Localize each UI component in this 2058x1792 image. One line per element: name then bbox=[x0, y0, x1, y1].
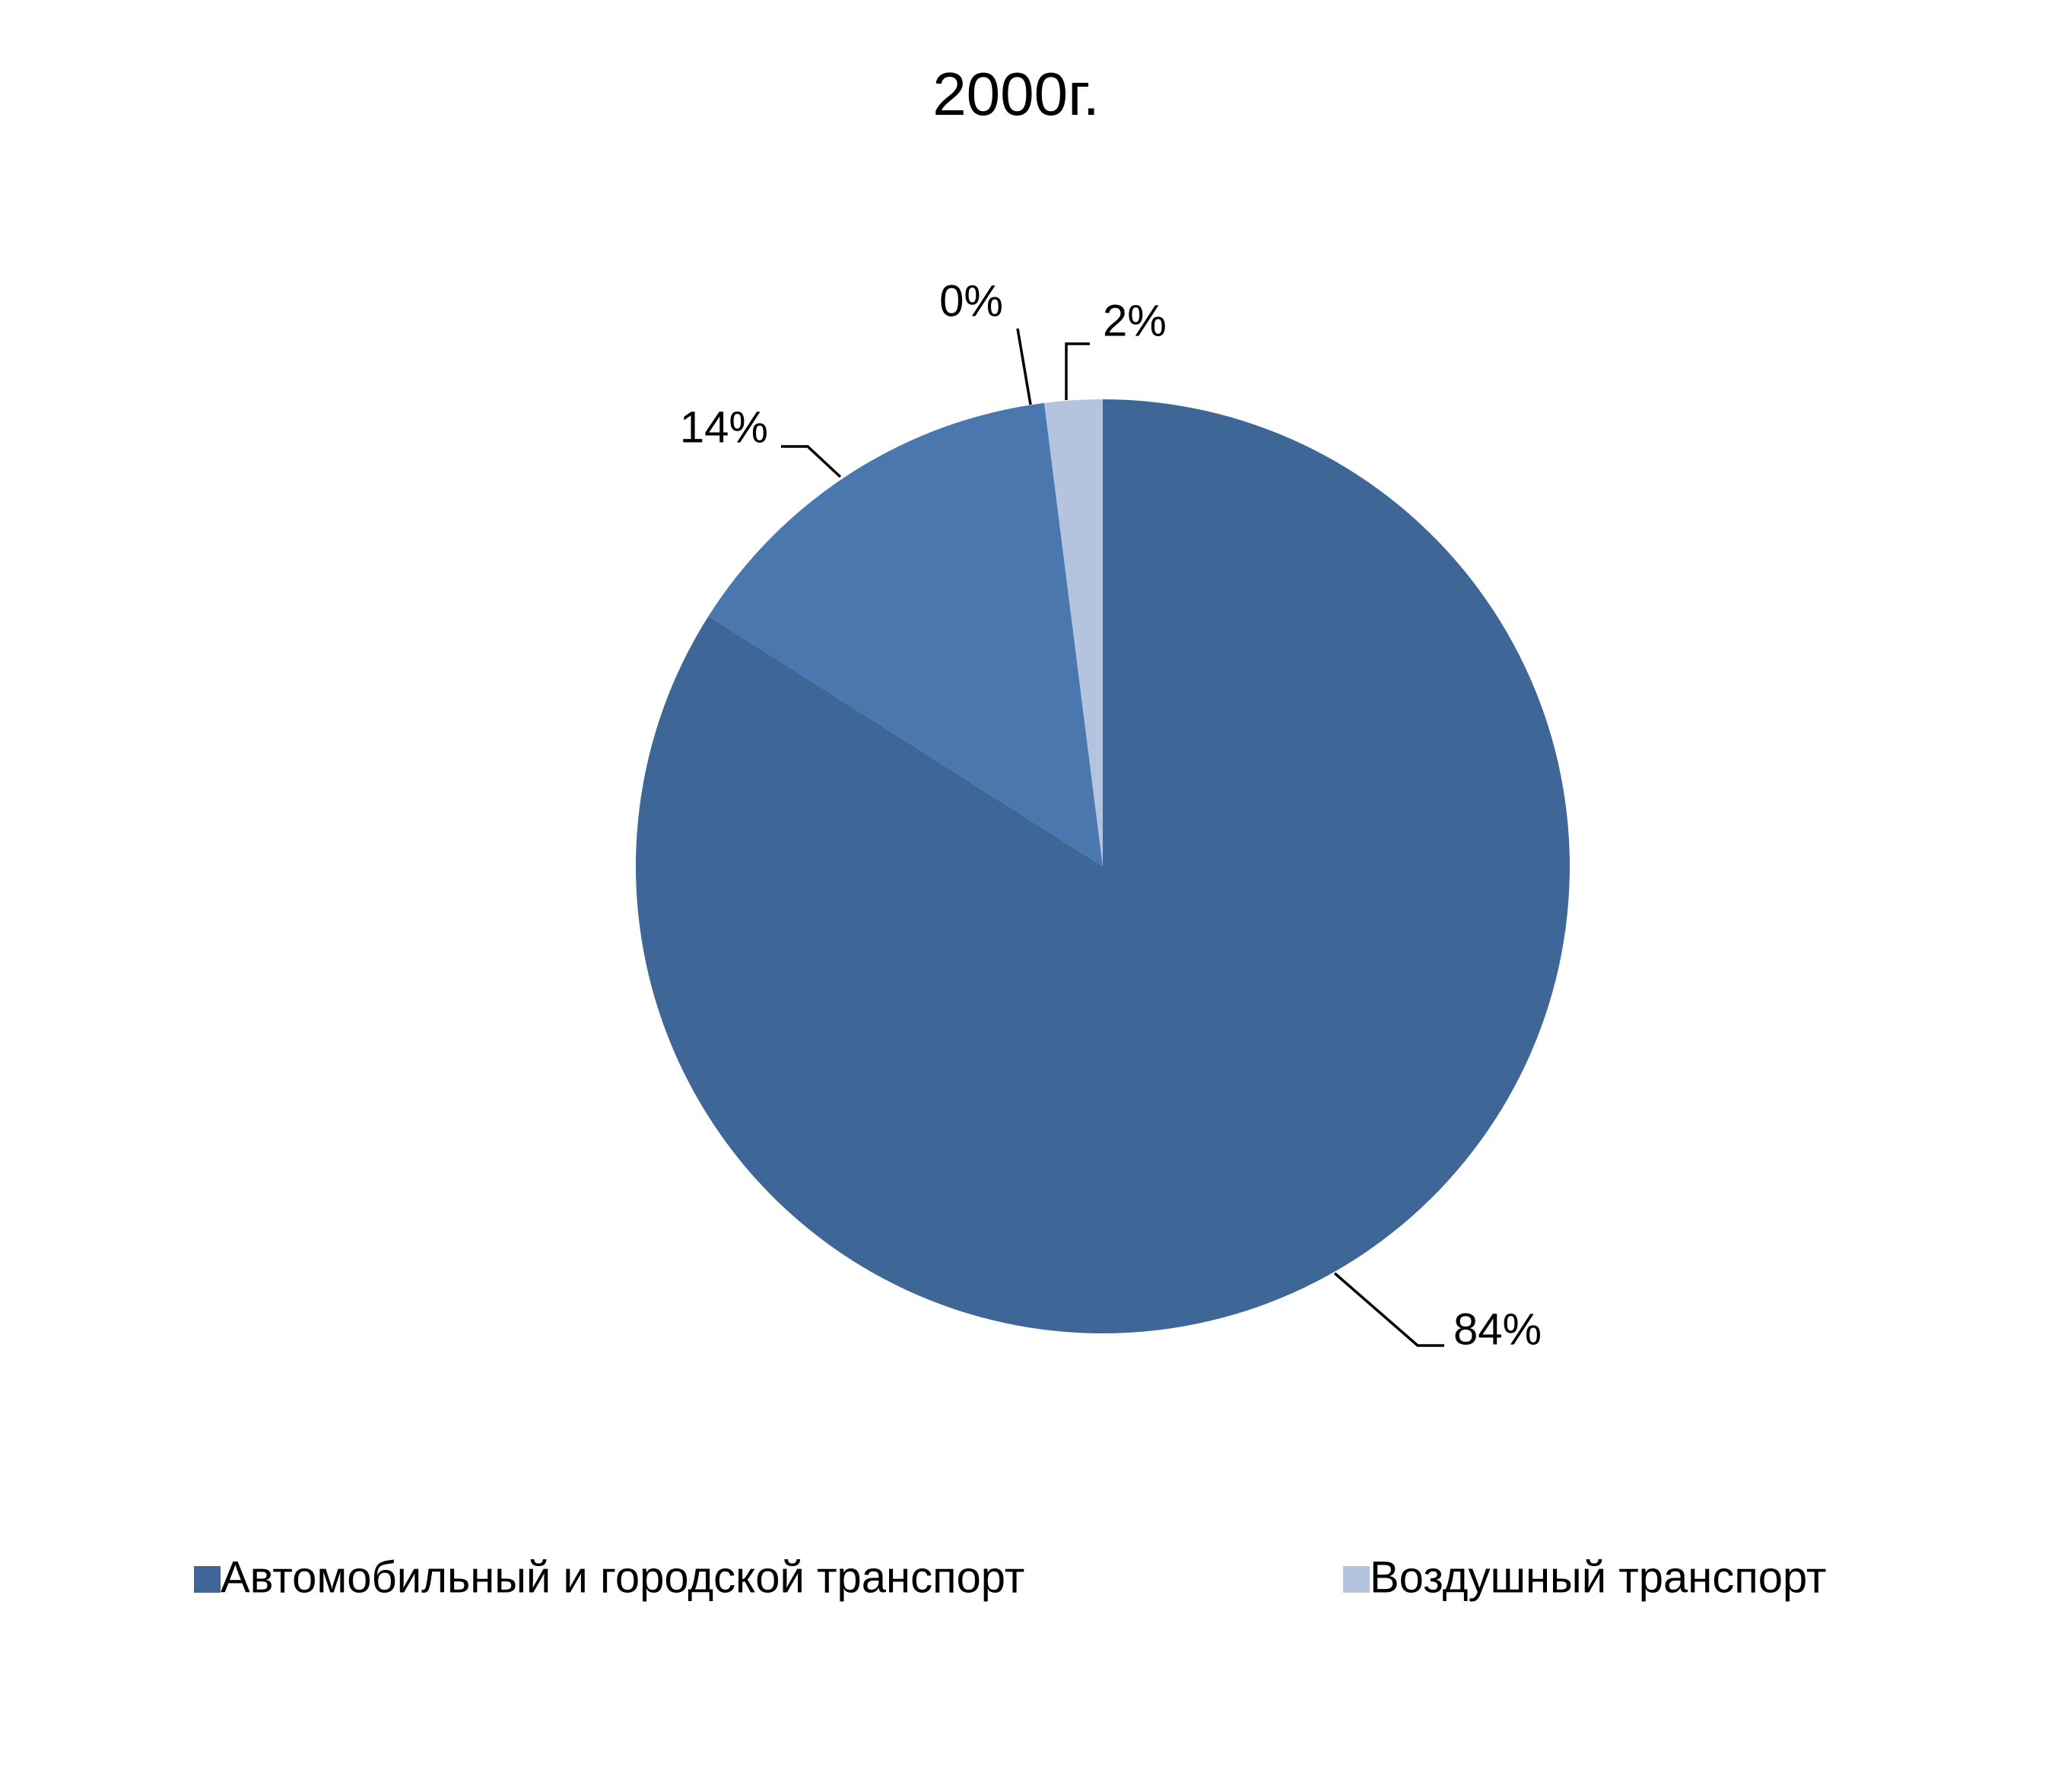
data-label: 84% bbox=[1453, 1304, 1542, 1354]
leader-line bbox=[1016, 328, 1032, 405]
data-label: 2% bbox=[1103, 296, 1167, 345]
chart-title: 2000г. bbox=[932, 60, 1100, 128]
legend-swatch bbox=[1343, 1566, 1370, 1593]
leader-line bbox=[1333, 1272, 1444, 1347]
legend-swatch bbox=[194, 1566, 221, 1593]
pie-slice bbox=[708, 402, 1103, 866]
legend-label: Воздушный транспорт bbox=[1370, 1552, 1827, 1602]
pie-slice bbox=[636, 399, 1570, 1333]
leader-line bbox=[781, 445, 842, 478]
data-label: 0% bbox=[939, 276, 1003, 326]
data-label: 14% bbox=[680, 402, 768, 452]
leader-line bbox=[1065, 342, 1090, 400]
pie-slice bbox=[1044, 399, 1103, 866]
legend-label: Автомобильный и городской транспорт bbox=[221, 1552, 1024, 1602]
